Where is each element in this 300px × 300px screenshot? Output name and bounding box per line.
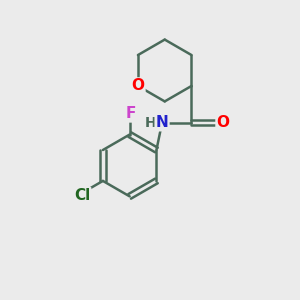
Text: N: N	[156, 115, 168, 130]
Text: Cl: Cl	[74, 188, 90, 203]
Text: O: O	[131, 79, 144, 94]
Text: H: H	[145, 116, 157, 130]
Text: F: F	[126, 106, 136, 122]
Text: O: O	[217, 115, 230, 130]
